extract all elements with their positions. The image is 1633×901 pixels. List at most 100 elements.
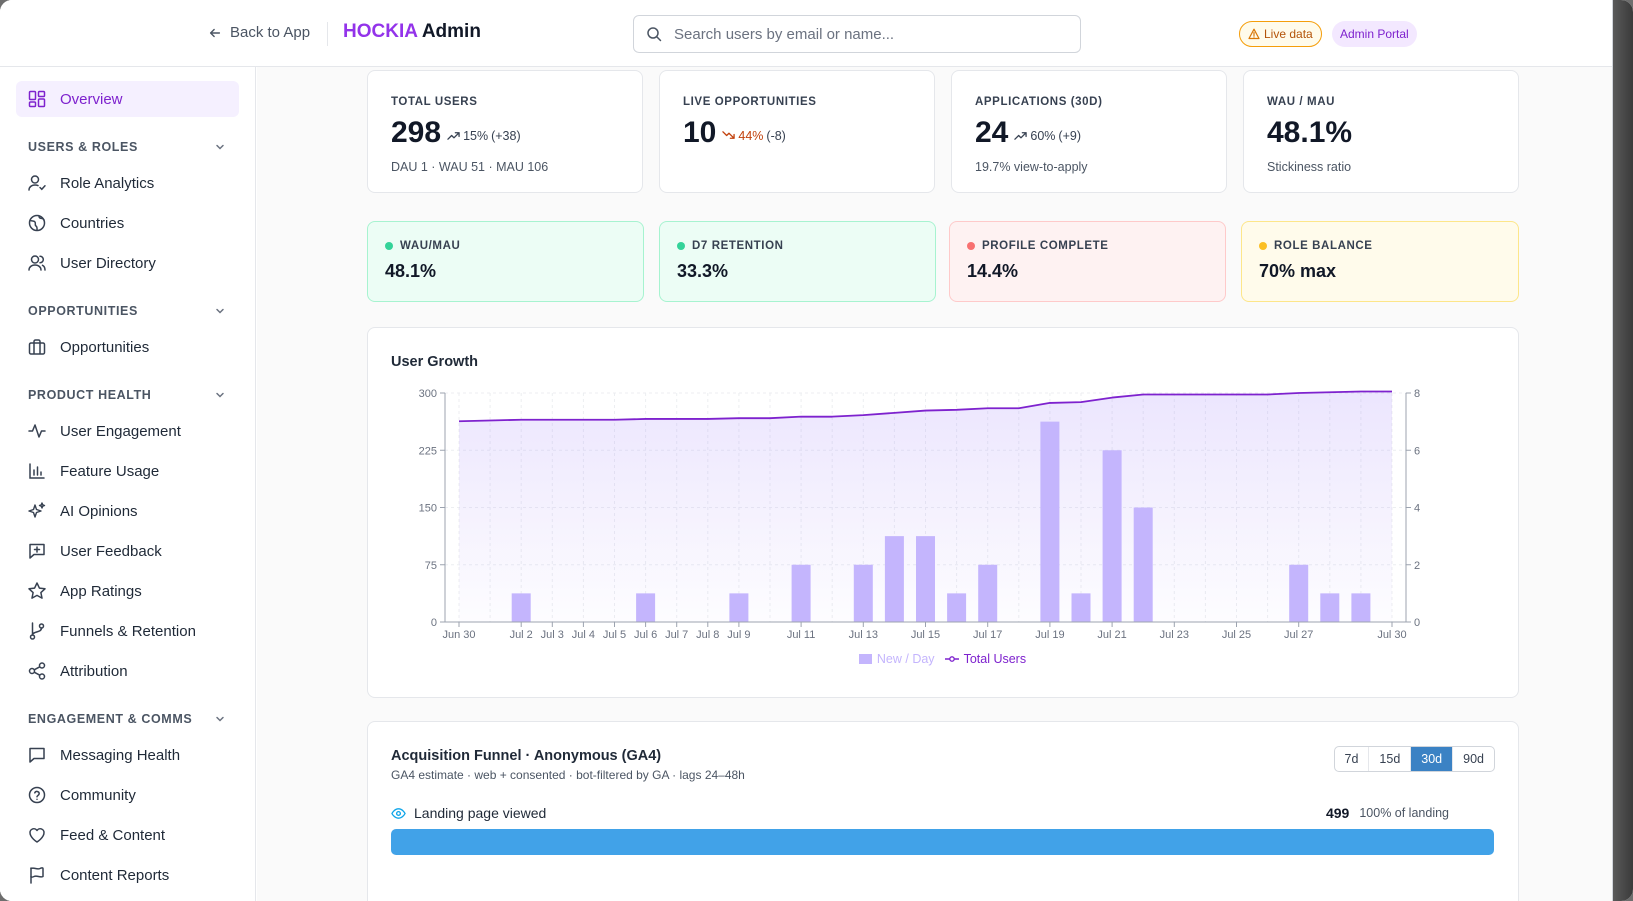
bar-new-per-day	[916, 536, 935, 622]
y-tick-label-right: 8	[1414, 388, 1420, 400]
y-tick-label-right: 2	[1414, 560, 1420, 572]
stat-card-wau-mau: WAU / MAU 48.1% Stickiness ratio	[1243, 70, 1519, 193]
brand-rest: Admin	[417, 21, 481, 42]
y-tick-label-left: 150	[419, 503, 437, 515]
x-tick-label: Jun 30	[442, 629, 475, 641]
sidebar-item-label: Messaging Health	[60, 746, 181, 764]
delta-absolute: (+9)	[1058, 128, 1081, 143]
sidebar-item-user-engagement[interactable]: User Engagement	[16, 413, 239, 449]
flag-icon	[30, 867, 44, 884]
chart-legend: New / Day Total Users	[391, 652, 1494, 666]
x-tick-label: Jul 5	[603, 629, 626, 641]
stat-delta: 44% (-8)	[722, 129, 786, 143]
x-tick-label: Jul 17	[973, 629, 1002, 641]
heart-icon	[29, 828, 45, 843]
health-value: 48.1%	[385, 261, 437, 281]
sidebar-item-overview[interactable]: Overview	[16, 81, 239, 117]
range-selector: 7d 15d 30d 90d	[1333, 746, 1495, 772]
sidebar-item-ai-opinions[interactable]: AI Opinions	[16, 493, 239, 529]
x-tick-label: Jul 25	[1222, 629, 1251, 641]
sidebar-item-app-ratings[interactable]: App Ratings	[16, 573, 239, 609]
chevron-down-icon	[216, 144, 224, 150]
brand-accent: HOCKIA	[343, 21, 418, 42]
globe-icon	[28, 214, 46, 232]
sidebar-item-user-feedback[interactable]: User Feedback	[16, 533, 239, 569]
total-users-line	[458, 390, 1392, 423]
legend-item-total-users[interactable]: Total Users	[944, 652, 1027, 666]
briefcase-icon	[28, 339, 46, 355]
health-label: WAU/MAU	[400, 240, 461, 252]
trending-up-icon	[447, 132, 460, 140]
stat-subtext: DAU 1 · WAU 51 · MAU 106	[391, 160, 549, 174]
sidebar-item-role-analytics[interactable]: Role Analytics	[16, 165, 239, 201]
range-option-90d[interactable]: 90d	[1452, 747, 1494, 771]
section-product-health[interactable]: PRODUCT HEALTH	[28, 385, 226, 405]
sidebar-item-funnels-retention[interactable]: Funnels & Retention	[16, 613, 239, 649]
bar-new-per-day	[884, 536, 904, 622]
bar-new-per-day	[947, 593, 967, 622]
sidebar-item-feature-usage[interactable]: Feature Usage	[16, 453, 239, 489]
git-branch-icon	[29, 622, 45, 640]
sidebar-item-label: AI Opinions	[60, 502, 138, 520]
sidebar-item-content-reports[interactable]: Content Reports	[16, 857, 239, 893]
activity-icon	[28, 424, 46, 438]
acquisition-funnel-card: Acquisition Funnel · Anonymous (GA4) GA4…	[367, 721, 1519, 901]
sidebar-item-messaging-health[interactable]: Messaging Health	[16, 737, 239, 773]
x-tick-label: Jul 27	[1284, 629, 1313, 641]
sidebar-item-label: Attribution	[60, 662, 128, 680]
bar-new-per-day	[729, 593, 749, 622]
section-label: PRODUCT HEALTH	[28, 388, 152, 402]
sidebar-item-user-directory[interactable]: User Directory	[16, 245, 239, 281]
y-tick-label-right: 6	[1414, 445, 1420, 457]
admin-portal-badge: Admin Portal	[1332, 21, 1417, 47]
total-users-area	[459, 391, 1392, 622]
sidebar: Overview USERS & ROLES Role Analytics Co…	[0, 67, 256, 901]
range-option-7d[interactable]: 7d	[1344, 752, 1359, 766]
section-label: OPPORTUNITIES	[28, 304, 138, 318]
sidebar-item-label: Feature Usage	[60, 462, 160, 480]
chevron-down-icon	[216, 392, 224, 398]
sidebar-item-countries[interactable]: Countries	[16, 205, 239, 241]
legend-item-new-per-day[interactable]: New / Day	[858, 652, 935, 666]
bar-new-per-day	[1351, 593, 1371, 622]
x-tick-label: Jul 30	[1377, 629, 1406, 641]
funnel-title: Acquisition Funnel · Anonymous (GA4)	[391, 748, 662, 764]
stat-delta: 60% (+9)	[1014, 129, 1081, 143]
main-content: TOTAL USERS 298 15% (+38) DAU 1 · WAU 51…	[257, 67, 1612, 901]
bar-new-per-day	[1102, 450, 1122, 622]
status-dot	[677, 242, 685, 250]
bar-new-per-day	[853, 564, 873, 622]
back-to-app-link[interactable]: Back to App	[208, 24, 310, 41]
dashboard-grid-icon	[28, 90, 46, 108]
sidebar-item-feed-content[interactable]: Feed & Content	[16, 817, 239, 853]
users-icon	[28, 255, 46, 271]
range-option-30d[interactable]: 30d	[1410, 747, 1453, 771]
section-users-roles[interactable]: USERS & ROLES	[28, 137, 226, 157]
health-label: PROFILE COMPLETE	[982, 240, 1109, 252]
x-tick-label: Jul 9	[727, 629, 750, 641]
y-tick-label-left: 300	[419, 388, 437, 400]
message-square-icon	[29, 747, 45, 763]
range-option-15d[interactable]: 15d	[1368, 747, 1410, 771]
section-opportunities[interactable]: OPPORTUNITIES	[28, 301, 226, 321]
live-data-label: Live data	[1264, 27, 1313, 41]
sidebar-item-community[interactable]: Community	[16, 777, 239, 813]
sidebar-item-label: Opportunities	[60, 338, 150, 356]
sidebar-item-opportunities[interactable]: Opportunities	[16, 329, 239, 365]
sidebar-item-attribution[interactable]: Attribution	[16, 653, 239, 689]
stat-label: WAU / MAU	[1267, 96, 1336, 108]
legend-line-swatch	[944, 656, 959, 662]
arrow-left-icon	[209, 28, 221, 37]
stat-delta: 15% (+38)	[447, 129, 521, 143]
health-card-profile-complete: PROFILE COMPLETE 14.4%	[949, 221, 1226, 302]
search-box[interactable]	[633, 15, 1081, 53]
search-input[interactable]	[674, 25, 1054, 43]
funnel-subtitle: GA4 estimate · web + consented · bot-fil…	[391, 768, 745, 782]
section-label: ENGAGEMENT & COMMS	[28, 712, 193, 726]
health-label: ROLE BALANCE	[1274, 240, 1373, 252]
section-engagement-comms[interactable]: ENGAGEMENT & COMMS	[28, 709, 226, 729]
funnel-step-value: 499	[1325, 805, 1350, 821]
legend-label: Total Users	[963, 652, 1027, 666]
funnel-step-landing: Landing page viewed 499 100% of landing	[391, 805, 1449, 821]
